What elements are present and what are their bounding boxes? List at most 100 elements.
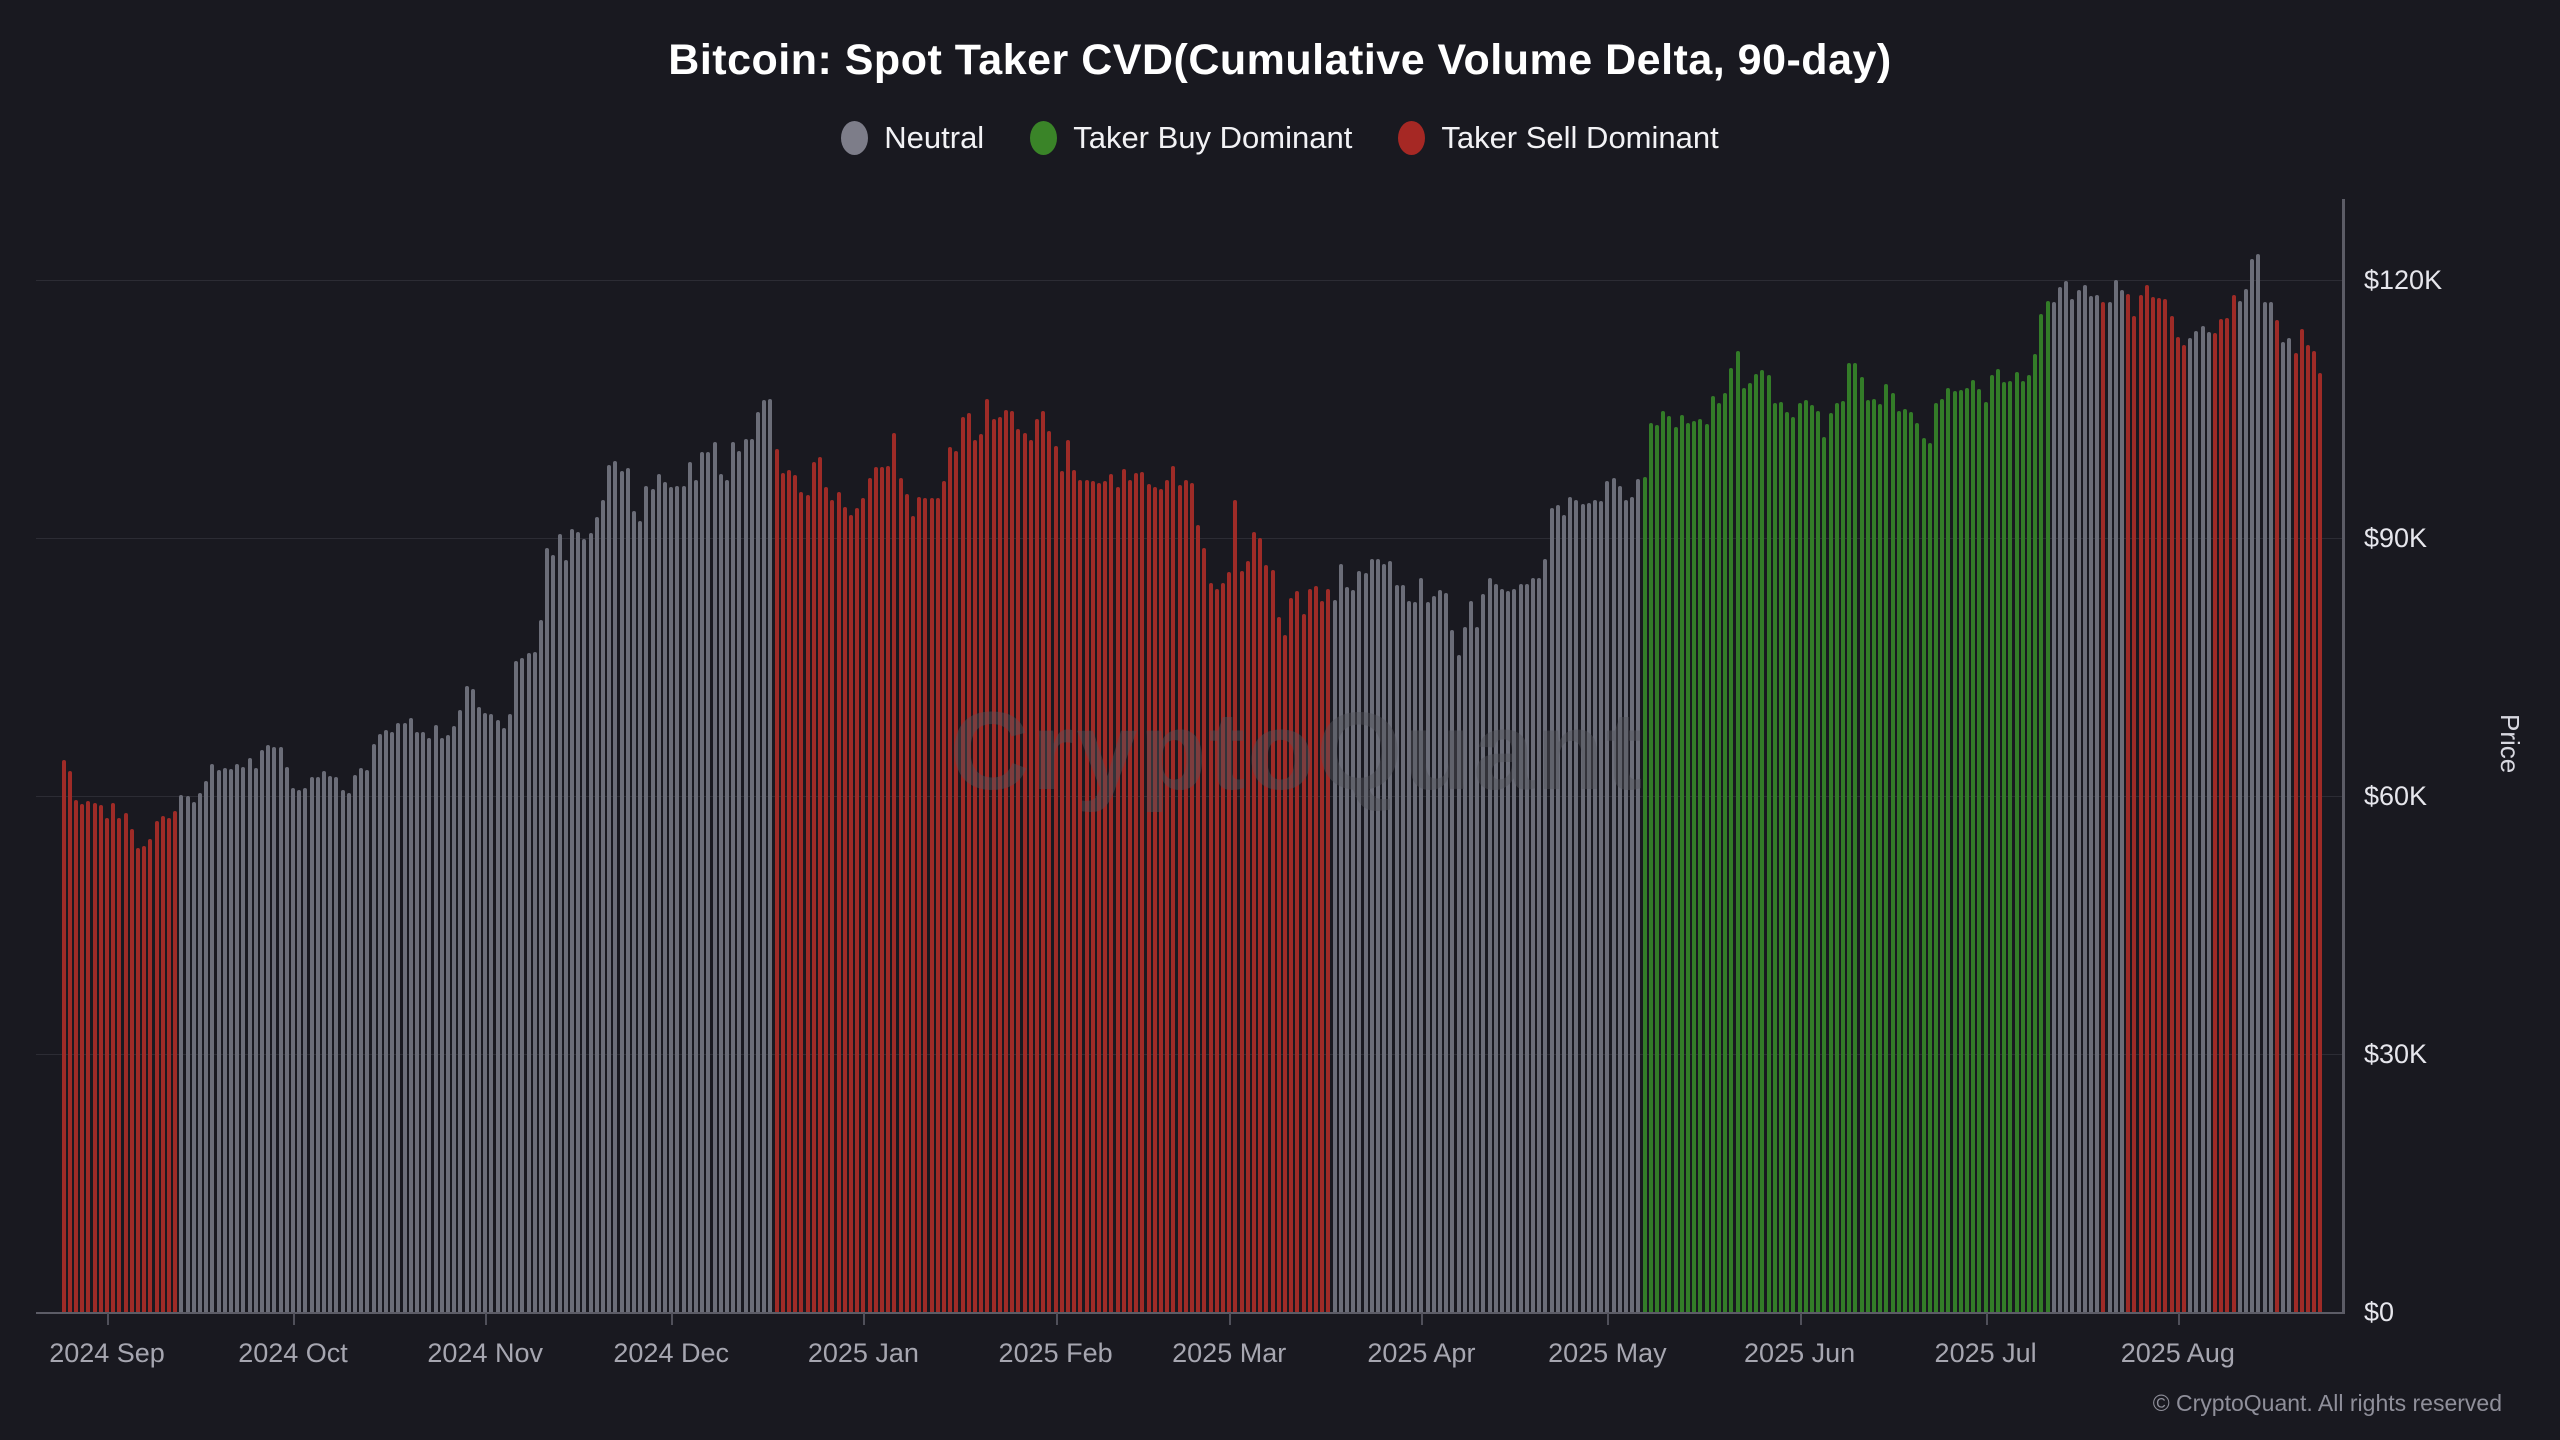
price-bar[interactable] xyxy=(2237,300,2242,1312)
price-bar[interactable] xyxy=(1239,570,1244,1312)
price-bar[interactable] xyxy=(576,531,581,1312)
price-bar[interactable] xyxy=(799,492,804,1312)
price-bar[interactable] xyxy=(1407,600,1411,1312)
price-bar[interactable] xyxy=(1394,585,1399,1312)
price-bar[interactable] xyxy=(1977,389,1982,1312)
price-bar[interactable] xyxy=(731,441,736,1312)
price-bar[interactable] xyxy=(1624,500,1628,1312)
price-bar[interactable] xyxy=(1872,398,1876,1312)
price-bar[interactable] xyxy=(2157,298,2162,1312)
price-bar[interactable] xyxy=(1363,573,1368,1312)
price-bar[interactable] xyxy=(985,398,990,1312)
price-bar[interactable] xyxy=(1965,388,1969,1312)
price-bar[interactable] xyxy=(1326,588,1331,1312)
price-bar[interactable] xyxy=(514,660,519,1312)
price-bar[interactable] xyxy=(2182,344,2186,1312)
price-bar[interactable] xyxy=(1946,388,1951,1312)
price-bar[interactable] xyxy=(2188,338,2193,1312)
price-bar[interactable] xyxy=(2151,297,2155,1312)
price-bar[interactable] xyxy=(377,734,382,1312)
price-bar[interactable] xyxy=(489,714,494,1312)
price-bar[interactable] xyxy=(1940,398,1945,1312)
price-bar[interactable] xyxy=(1115,487,1120,1312)
price-bar[interactable] xyxy=(384,729,388,1312)
price-bar[interactable] xyxy=(1332,599,1337,1312)
price-bar[interactable] xyxy=(1655,425,1659,1312)
price-bar[interactable] xyxy=(117,817,122,1312)
price-bar[interactable] xyxy=(904,494,909,1312)
price-bar[interactable] xyxy=(805,495,810,1312)
price-bar[interactable] xyxy=(694,480,698,1312)
price-bar[interactable] xyxy=(545,548,550,1312)
price-bar[interactable] xyxy=(1214,588,1219,1312)
price-bar[interactable] xyxy=(737,451,742,1312)
price-bar[interactable] xyxy=(780,472,785,1312)
price-bar[interactable] xyxy=(2200,326,2205,1312)
price-bar[interactable] xyxy=(408,717,413,1312)
price-bar[interactable] xyxy=(1648,422,1653,1312)
price-bar[interactable] xyxy=(2039,314,2044,1312)
price-bar[interactable] xyxy=(92,802,97,1312)
price-bar[interactable] xyxy=(588,532,593,1312)
price-bar[interactable] xyxy=(700,452,705,1312)
price-bar[interactable] xyxy=(334,777,339,1312)
price-bar[interactable] xyxy=(229,769,233,1312)
price-bar[interactable] xyxy=(1171,465,1176,1312)
price-bar[interactable] xyxy=(1053,445,1058,1312)
price-bar[interactable] xyxy=(1803,400,1808,1312)
price-bar[interactable] xyxy=(247,758,252,1312)
price-bar[interactable] xyxy=(1357,570,1362,1312)
price-bar[interactable] xyxy=(1748,383,1752,1312)
price-bar[interactable] xyxy=(2002,382,2007,1312)
price-bar[interactable] xyxy=(1369,558,1374,1312)
price-bar[interactable] xyxy=(253,767,258,1312)
price-bar[interactable] xyxy=(644,486,649,1312)
price-bar[interactable] xyxy=(1971,379,1976,1312)
price-bar[interactable] xyxy=(2070,298,2075,1312)
price-bar[interactable] xyxy=(1320,600,1325,1312)
price-bar[interactable] xyxy=(2299,329,2304,1312)
price-bar[interactable] xyxy=(98,805,103,1312)
price-bar[interactable] xyxy=(1475,626,1480,1312)
price-bar[interactable] xyxy=(1531,578,1535,1312)
price-bar[interactable] xyxy=(787,470,791,1312)
price-bar[interactable] xyxy=(1481,593,1486,1312)
price-bar[interactable] xyxy=(935,498,940,1312)
price-bar[interactable] xyxy=(756,412,760,1312)
price-bar[interactable] xyxy=(607,464,612,1312)
price-bar[interactable] xyxy=(272,746,277,1312)
price-bar[interactable] xyxy=(762,399,767,1312)
price-bar[interactable] xyxy=(539,619,543,1312)
price-bar[interactable] xyxy=(2268,301,2273,1312)
price-bar[interactable] xyxy=(1177,484,1182,1312)
price-bar[interactable] xyxy=(483,713,488,1312)
price-bar[interactable] xyxy=(1754,373,1759,1312)
price-bar[interactable] xyxy=(1196,525,1201,1312)
price-bar[interactable] xyxy=(216,770,221,1312)
price-bar[interactable] xyxy=(1307,588,1312,1312)
price-bar[interactable] xyxy=(2306,345,2310,1312)
price-bar[interactable] xyxy=(148,839,153,1312)
price-bar[interactable] xyxy=(2318,372,2323,1312)
price-bar[interactable] xyxy=(1921,438,1926,1312)
price-bar[interactable] xyxy=(2033,353,2038,1312)
price-bar[interactable] xyxy=(1500,588,1504,1312)
price-bar[interactable] xyxy=(1958,390,1963,1312)
price-bar[interactable] xyxy=(880,466,884,1312)
price-bar[interactable] xyxy=(2008,380,2013,1312)
price-bar[interactable] xyxy=(948,446,953,1312)
price-bar[interactable] xyxy=(681,485,686,1312)
price-bar[interactable] xyxy=(911,515,915,1312)
price-bar[interactable] xyxy=(2045,300,2050,1312)
price-bar[interactable] xyxy=(1884,384,1889,1312)
price-bar[interactable] xyxy=(1524,584,1529,1312)
price-bar[interactable] xyxy=(353,774,357,1312)
price-bar[interactable] xyxy=(210,764,215,1312)
price-bar[interactable] xyxy=(185,796,190,1312)
price-bar[interactable] xyxy=(2089,296,2093,1312)
price-bar[interactable] xyxy=(2312,350,2317,1312)
price-bar[interactable] xyxy=(241,766,246,1312)
price-bar[interactable] xyxy=(415,731,419,1312)
price-bar[interactable] xyxy=(74,800,78,1312)
price-bar[interactable] xyxy=(1810,404,1814,1312)
